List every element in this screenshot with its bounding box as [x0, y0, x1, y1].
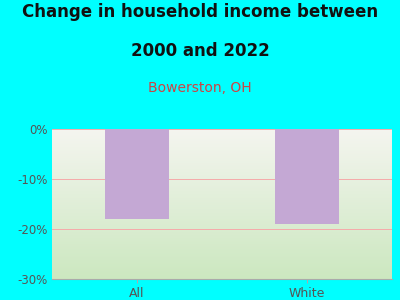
Text: Change in household income between: Change in household income between: [22, 3, 378, 21]
Text: 2000 and 2022: 2000 and 2022: [131, 42, 269, 60]
Bar: [105, 129, 169, 219]
Text: Bowerston, OH: Bowerston, OH: [148, 81, 252, 95]
Bar: [275, 129, 339, 224]
